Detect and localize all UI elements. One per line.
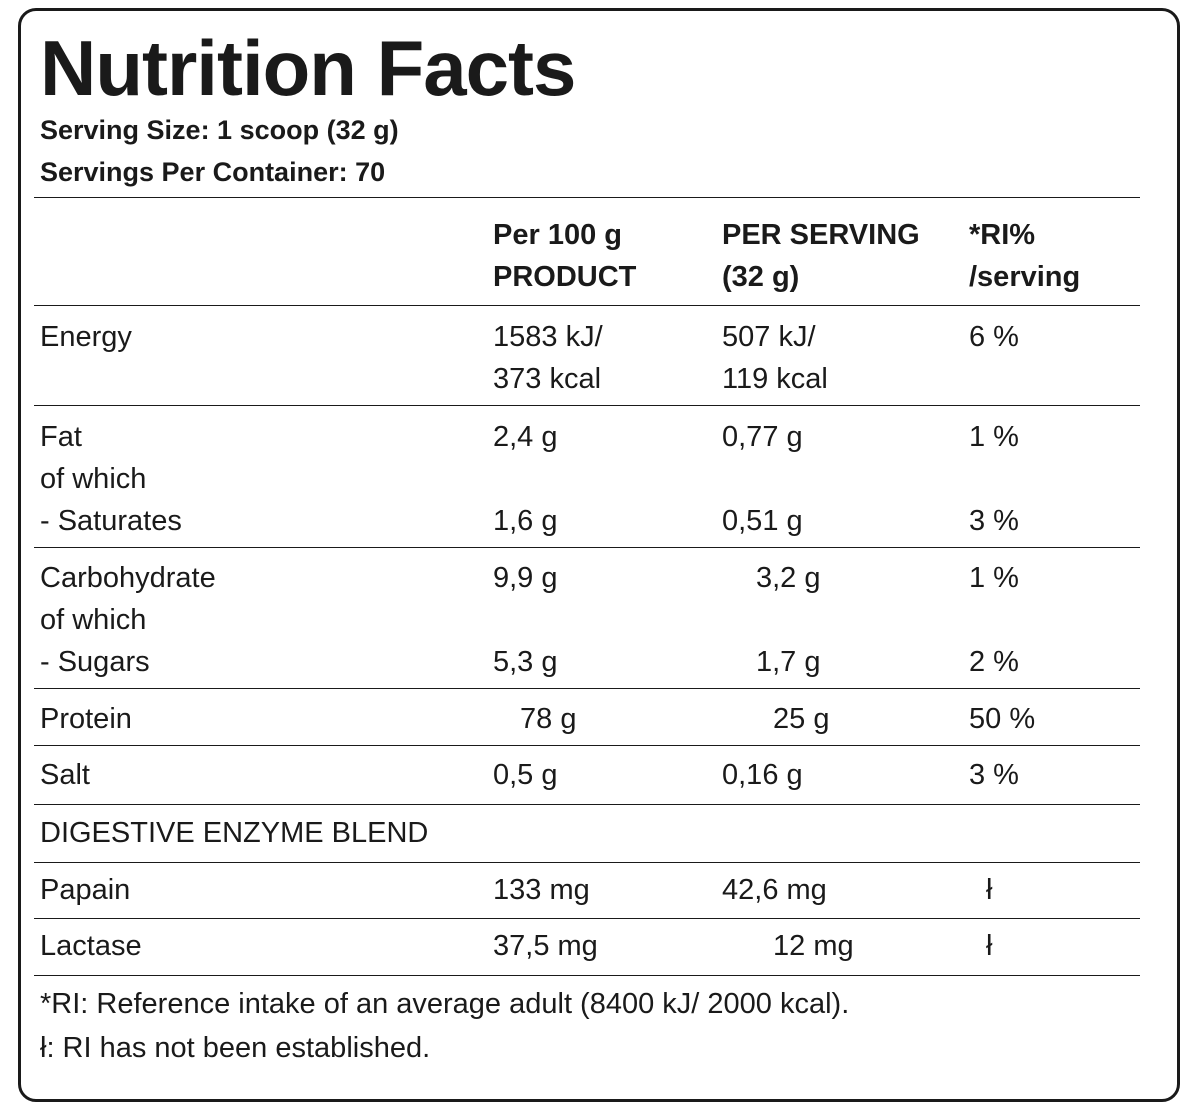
divider — [34, 547, 1140, 548]
row-energy-serving-kj: 507 kJ/ — [722, 321, 816, 353]
row-saturates-per100: 1,6 g — [493, 505, 558, 537]
divider — [34, 918, 1140, 919]
row-energy-per100-kj: 1583 kJ/ — [493, 321, 603, 353]
divider — [34, 745, 1140, 746]
row-carbohydrate-serving: 3,2 g — [756, 562, 821, 594]
divider — [34, 688, 1140, 689]
header-per100-line2: PRODUCT — [493, 261, 637, 293]
header-serving-line1: PER SERVING — [722, 219, 920, 251]
row-fat-ri: 1 % — [969, 421, 1019, 453]
row-sugars-serving: 1,7 g — [756, 646, 821, 678]
row-energy-name: Energy — [40, 321, 132, 353]
divider — [34, 862, 1140, 863]
nutrition-facts-panel — [18, 8, 1180, 1102]
row-salt-name: Salt — [40, 759, 90, 791]
row-energy-ri: 6 % — [969, 321, 1019, 353]
row-sugars-name: - Sugars — [40, 646, 150, 678]
row-fat-serving: 0,77 g — [722, 421, 803, 453]
header-ri-line2: /serving — [969, 261, 1081, 293]
row-lactase-serving: 12 mg — [773, 930, 854, 962]
row-energy-per100-kcal: 373 kcal — [493, 363, 602, 395]
footnote-ri: *RI: Reference intake of an average adul… — [40, 988, 850, 1020]
page-title: Nutrition Facts — [40, 24, 576, 112]
row-lactase-name: Lactase — [40, 930, 142, 962]
header-serving-line2: (32 g) — [722, 261, 800, 293]
divider — [34, 804, 1140, 805]
divider — [34, 305, 1140, 306]
row-carbohydrate-per100: 9,9 g — [493, 562, 558, 594]
row-fat-per100: 2,4 g — [493, 421, 558, 453]
row-carb-of-which: of which — [40, 604, 147, 636]
row-energy-serving-kcal: 119 kcal — [722, 363, 828, 395]
row-protein-serving: 25 g — [773, 703, 830, 735]
row-lactase-ri: ł — [986, 930, 993, 962]
row-sugars-per100: 5,3 g — [493, 646, 558, 678]
row-carbohydrate-name: Carbohydrate — [40, 562, 216, 594]
header-per100-line1: Per 100 g — [493, 219, 622, 251]
row-fat-name: Fat — [40, 421, 82, 453]
row-saturates-serving: 0,51 g — [722, 505, 803, 537]
row-salt-per100: 0,5 g — [493, 759, 558, 791]
footnote-not-established: ł: RI has not been established. — [40, 1032, 431, 1064]
divider — [34, 975, 1140, 976]
divider — [34, 405, 1140, 406]
row-protein-ri: 50 % — [969, 703, 1036, 735]
row-saturates-name: - Saturates — [40, 505, 182, 537]
divider — [34, 197, 1140, 198]
row-sugars-ri: 2 % — [969, 646, 1019, 678]
row-saturates-ri: 3 % — [969, 505, 1019, 537]
enzyme-blend-heading: DIGESTIVE ENZYME BLEND — [40, 817, 429, 849]
row-fat-of-which: of which — [40, 463, 147, 495]
row-papain-ri: ł — [986, 874, 993, 906]
row-papain-serving: 42,6 mg — [722, 874, 827, 906]
serving-size: Serving Size: 1 scoop (32 g) — [40, 115, 399, 145]
row-salt-serving: 0,16 g — [722, 759, 803, 791]
row-papain-per100: 133 mg — [493, 874, 590, 906]
header-ri-line1: *RI% — [969, 219, 1036, 251]
row-salt-ri: 3 % — [969, 759, 1019, 791]
row-protein-per100: 78 g — [520, 703, 577, 735]
row-lactase-per100: 37,5 mg — [493, 930, 598, 962]
row-carbohydrate-ri: 1 % — [969, 562, 1019, 594]
row-papain-name: Papain — [40, 874, 131, 906]
row-protein-name: Protein — [40, 703, 132, 735]
servings-per-container: Servings Per Container: 70 — [40, 157, 386, 187]
